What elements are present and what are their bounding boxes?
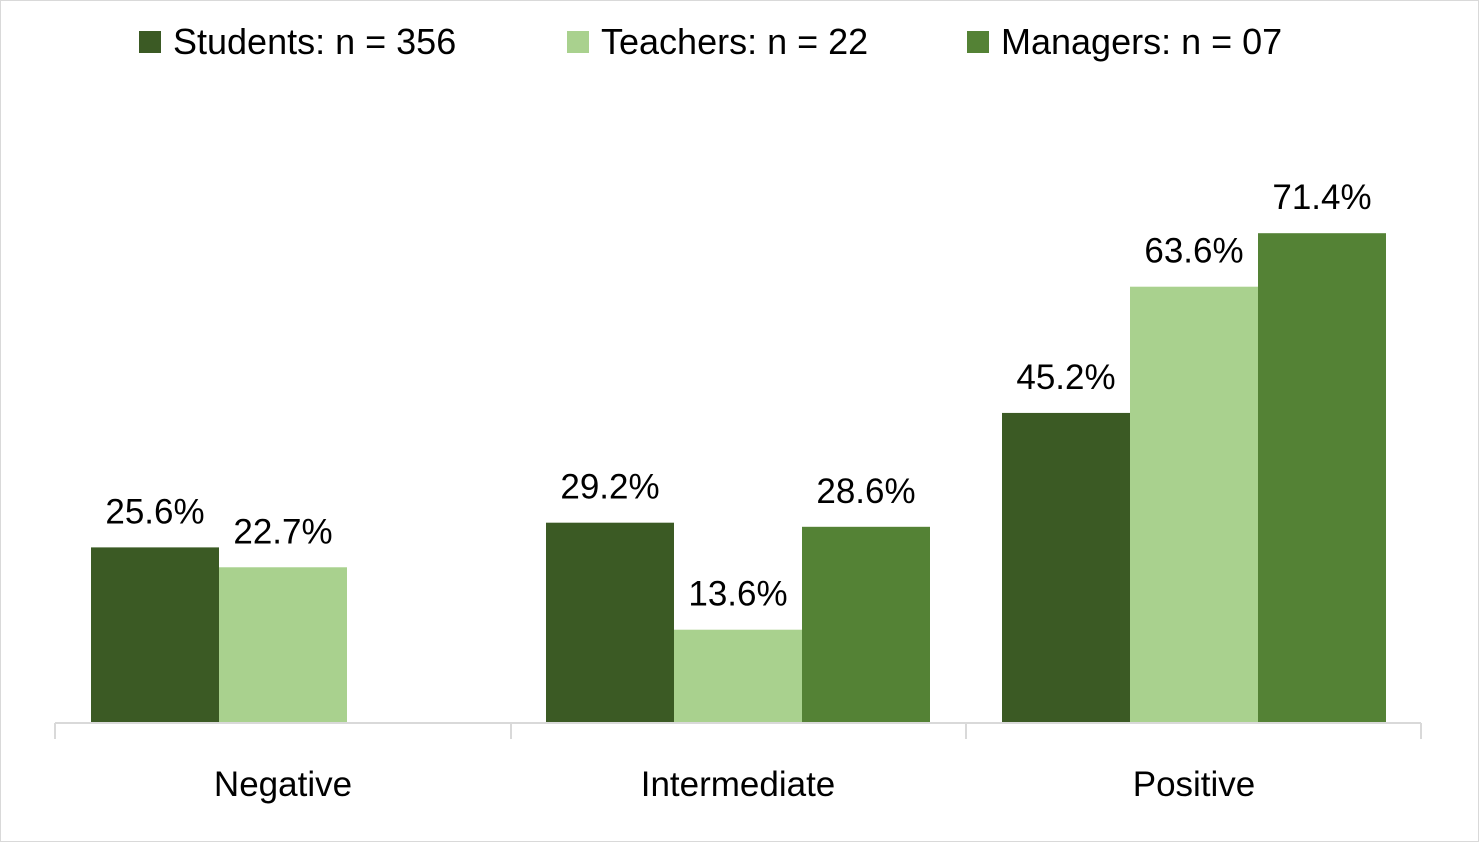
data-label-negative-1: 22.7% [233, 512, 332, 551]
bar-intermediate-2 [802, 526, 930, 723]
legend-label-1: Teachers: n = 22 [601, 21, 868, 62]
legend-label-0: Students: n = 356 [173, 21, 456, 62]
data-label-intermediate-0: 29.2% [560, 468, 659, 507]
data-label-negative-0: 25.6% [105, 492, 204, 531]
legend-label-2: Managers: n = 07 [1001, 21, 1282, 62]
bar-positive-0 [1002, 412, 1130, 723]
data-label-intermediate-2: 28.6% [816, 472, 915, 511]
value-labels-layer: 25.6% 22.7% 29.2% 13.6% 28.6% 45.2% 63.6% 71.4% [105, 178, 1371, 614]
bar-negative-1 [219, 567, 347, 723]
data-label-positive-1: 63.6% [1144, 232, 1243, 271]
bar-intermediate-1 [674, 629, 802, 723]
x-axis: Negative Intermediate Positive [54, 722, 1422, 804]
bars-layer [91, 233, 1386, 724]
bar-positive-2 [1258, 233, 1386, 724]
data-label-intermediate-1: 13.6% [688, 575, 787, 614]
data-label-positive-2: 71.4% [1272, 178, 1371, 217]
legend: Students: n = 356 Teachers: n = 22 Manager… [139, 21, 1282, 62]
x-tick-label-negative: Negative [214, 765, 352, 804]
legend-swatch-0 [139, 31, 161, 53]
legend-swatch-2 [967, 31, 989, 53]
data-label-positive-0: 45.2% [1016, 358, 1115, 397]
bar-intermediate-0 [546, 522, 674, 723]
x-tick-label-intermediate: Intermediate [641, 765, 836, 804]
x-tick-label-positive: Positive [1133, 765, 1256, 804]
bar-negative-0 [91, 547, 219, 723]
legend-swatch-1 [567, 31, 589, 53]
bar-positive-1 [1130, 286, 1258, 723]
